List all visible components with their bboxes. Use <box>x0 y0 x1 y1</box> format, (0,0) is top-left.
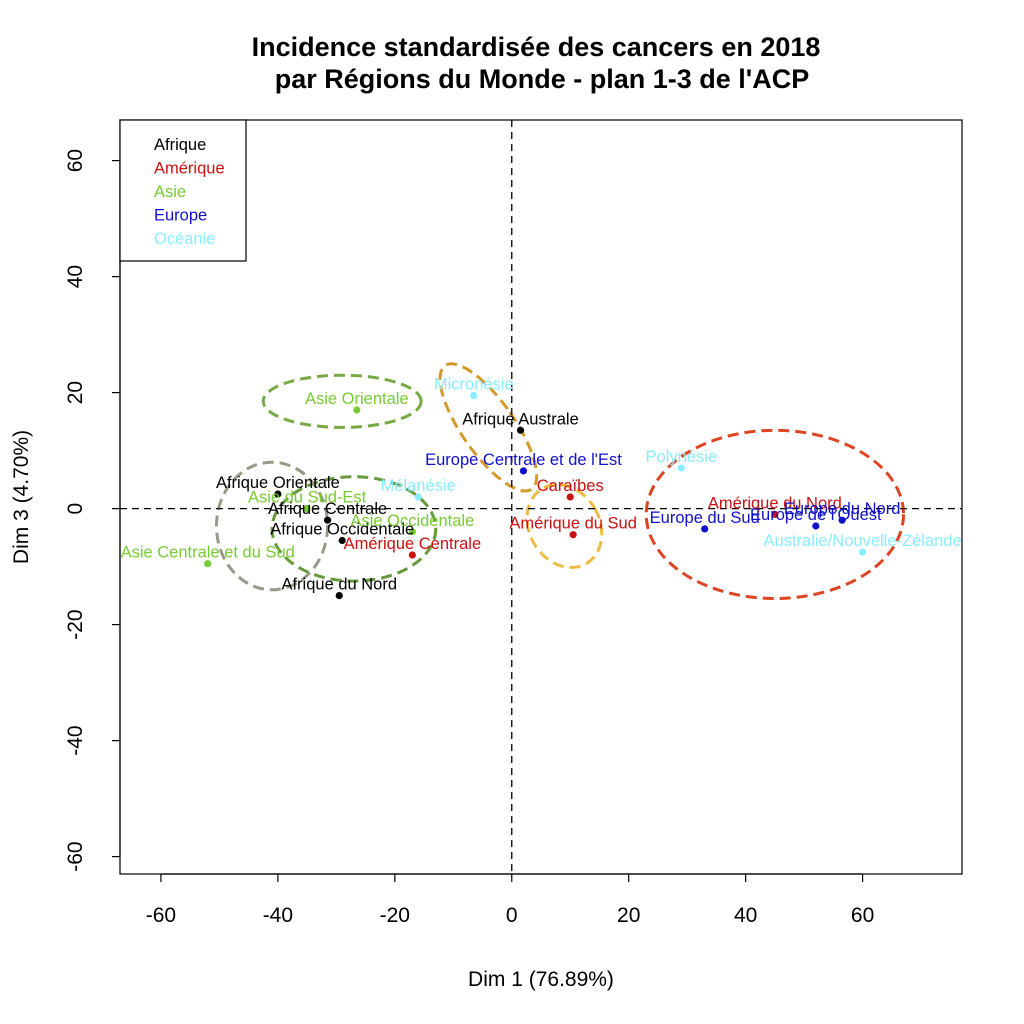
label-afrique-orientale: Afrique Orientale <box>216 474 340 492</box>
point-amerique-du-nord <box>771 510 779 518</box>
ellipse-afrique-2 <box>214 460 330 592</box>
legend-item-europe: Europe <box>154 207 207 225</box>
x-tick-label: -40 <box>263 904 293 927</box>
legend-item-asie: Asie <box>154 183 186 201</box>
point-labels: Afrique Australe Afrique Orientale Afrique… <box>121 376 962 594</box>
label-afrique-du-nord: Afrique du Nord <box>281 576 397 594</box>
x-axis: -60 -40 -20 0 20 40 60 <box>146 873 874 927</box>
point-melanesie <box>414 493 422 501</box>
point-afrique-centrale <box>323 516 332 524</box>
y-tick-label: 20 <box>64 381 87 404</box>
legend-item-amerique: Amérique <box>154 160 225 178</box>
point-asie-du-sud-est <box>303 505 311 513</box>
label-amerique-centrale: Amérique Centrale <box>344 535 482 553</box>
point-asie-centrale-et-du-sud <box>204 560 212 568</box>
point-amerique-du-sud <box>569 531 577 539</box>
data-points <box>204 391 867 600</box>
chart-title-line-1: Incidence standardisée des cancers en 20… <box>252 32 821 62</box>
legend-item-afrique: Afrique <box>154 136 206 154</box>
point-micronesie <box>470 391 478 400</box>
y-axis: -60 -40 -20 0 20 40 60 <box>64 149 121 872</box>
y-tick-label: -40 <box>64 725 87 755</box>
legend-box <box>119 119 247 262</box>
label-asie-occidentale: Asie Occidentale <box>350 512 474 530</box>
label-europe-centrale-et-de-l-est: Europe Centrale et de l'Est <box>425 451 622 469</box>
legend-item-oceanie: Océanie <box>154 230 215 248</box>
x-axis-label: Dim 1 (76.89%) <box>468 968 614 991</box>
label-asie-du-sud-est: Asie du Sud-Est <box>248 489 367 507</box>
point-afrique-occidentale <box>338 536 346 545</box>
point-europe-du-nord <box>838 516 846 524</box>
label-polynesie: Polynésie <box>646 448 718 466</box>
point-amerique-centrale <box>408 551 416 559</box>
point-europe-de-l-ouest <box>812 522 820 530</box>
point-europe-centrale-et-de-l-est <box>519 467 528 475</box>
point-afrique-du-nord <box>335 592 343 600</box>
ellipse-asie-0 <box>261 373 423 429</box>
ellipse-asie-1 <box>270 475 438 583</box>
point-afrique-australe <box>516 426 525 434</box>
x-tick-label: 20 <box>617 904 640 927</box>
label-afrique-australe: Afrique Australe <box>462 410 578 428</box>
x-tick-label: 60 <box>851 904 874 927</box>
reference-lines <box>120 120 962 874</box>
label-afrique-centrale: Afrique Centrale <box>268 500 387 518</box>
confidence-ellipses <box>214 362 906 601</box>
label-europe-de-l-ouest: Europe de l'Ouest <box>750 506 882 524</box>
point-afrique-orientale <box>274 490 282 498</box>
point-asie-orientale <box>353 406 361 414</box>
y-tick-label: 40 <box>64 265 87 288</box>
y-axis-label: Dim 3 (4.70%) <box>10 430 33 564</box>
label-australie-nouvelle-zelande: Australie/Nouvelle-Zélande <box>764 532 962 550</box>
point-australie-nouvelle-zelande <box>858 548 867 556</box>
x-tick-label: 40 <box>734 904 757 927</box>
y-tick-label: 60 <box>64 149 87 172</box>
label-micronesie: Micronésie <box>434 376 514 394</box>
y-tick-label: 0 <box>64 503 87 515</box>
ellipse-amerique-3 <box>644 428 906 601</box>
label-asie-centrale-et-du-sud: Asie Centrale et du Sud <box>121 544 295 562</box>
y-tick-label: -60 <box>64 841 87 871</box>
x-tick-label: -60 <box>146 904 176 927</box>
point-polynesie <box>677 464 685 472</box>
label-caraibes: Caraïbes <box>537 477 604 495</box>
label-amerique-du-nord: Amérique du Nord <box>708 494 842 512</box>
label-melanesie: Mélanésie <box>381 477 456 495</box>
label-afrique-occidentale: Afrique Occidentale <box>270 521 414 539</box>
x-tick-label: -20 <box>380 904 410 927</box>
ellipse-oceanie-4 <box>438 362 539 493</box>
point-asie-occidentale <box>408 528 416 536</box>
point-europe-du-sud <box>701 525 709 533</box>
legend: Afrique Amérique Asie Europe Océanie <box>119 119 247 262</box>
point-caraibes <box>566 493 574 501</box>
label-europe-du-sud: Europe du Sud <box>650 509 760 527</box>
label-amerique-du-sud: Amérique du Sud <box>509 515 637 533</box>
chart-title-line-2: par Régions du Monde - plan 1-3 de l'ACP <box>275 64 809 94</box>
label-asie-orientale: Asie Orientale <box>305 390 409 408</box>
plot-frame <box>119 119 963 875</box>
y-tick-label: -20 <box>64 609 87 639</box>
x-tick-label: 0 <box>506 904 518 927</box>
label-europe-du-nord: Europe du Nord <box>784 500 901 518</box>
